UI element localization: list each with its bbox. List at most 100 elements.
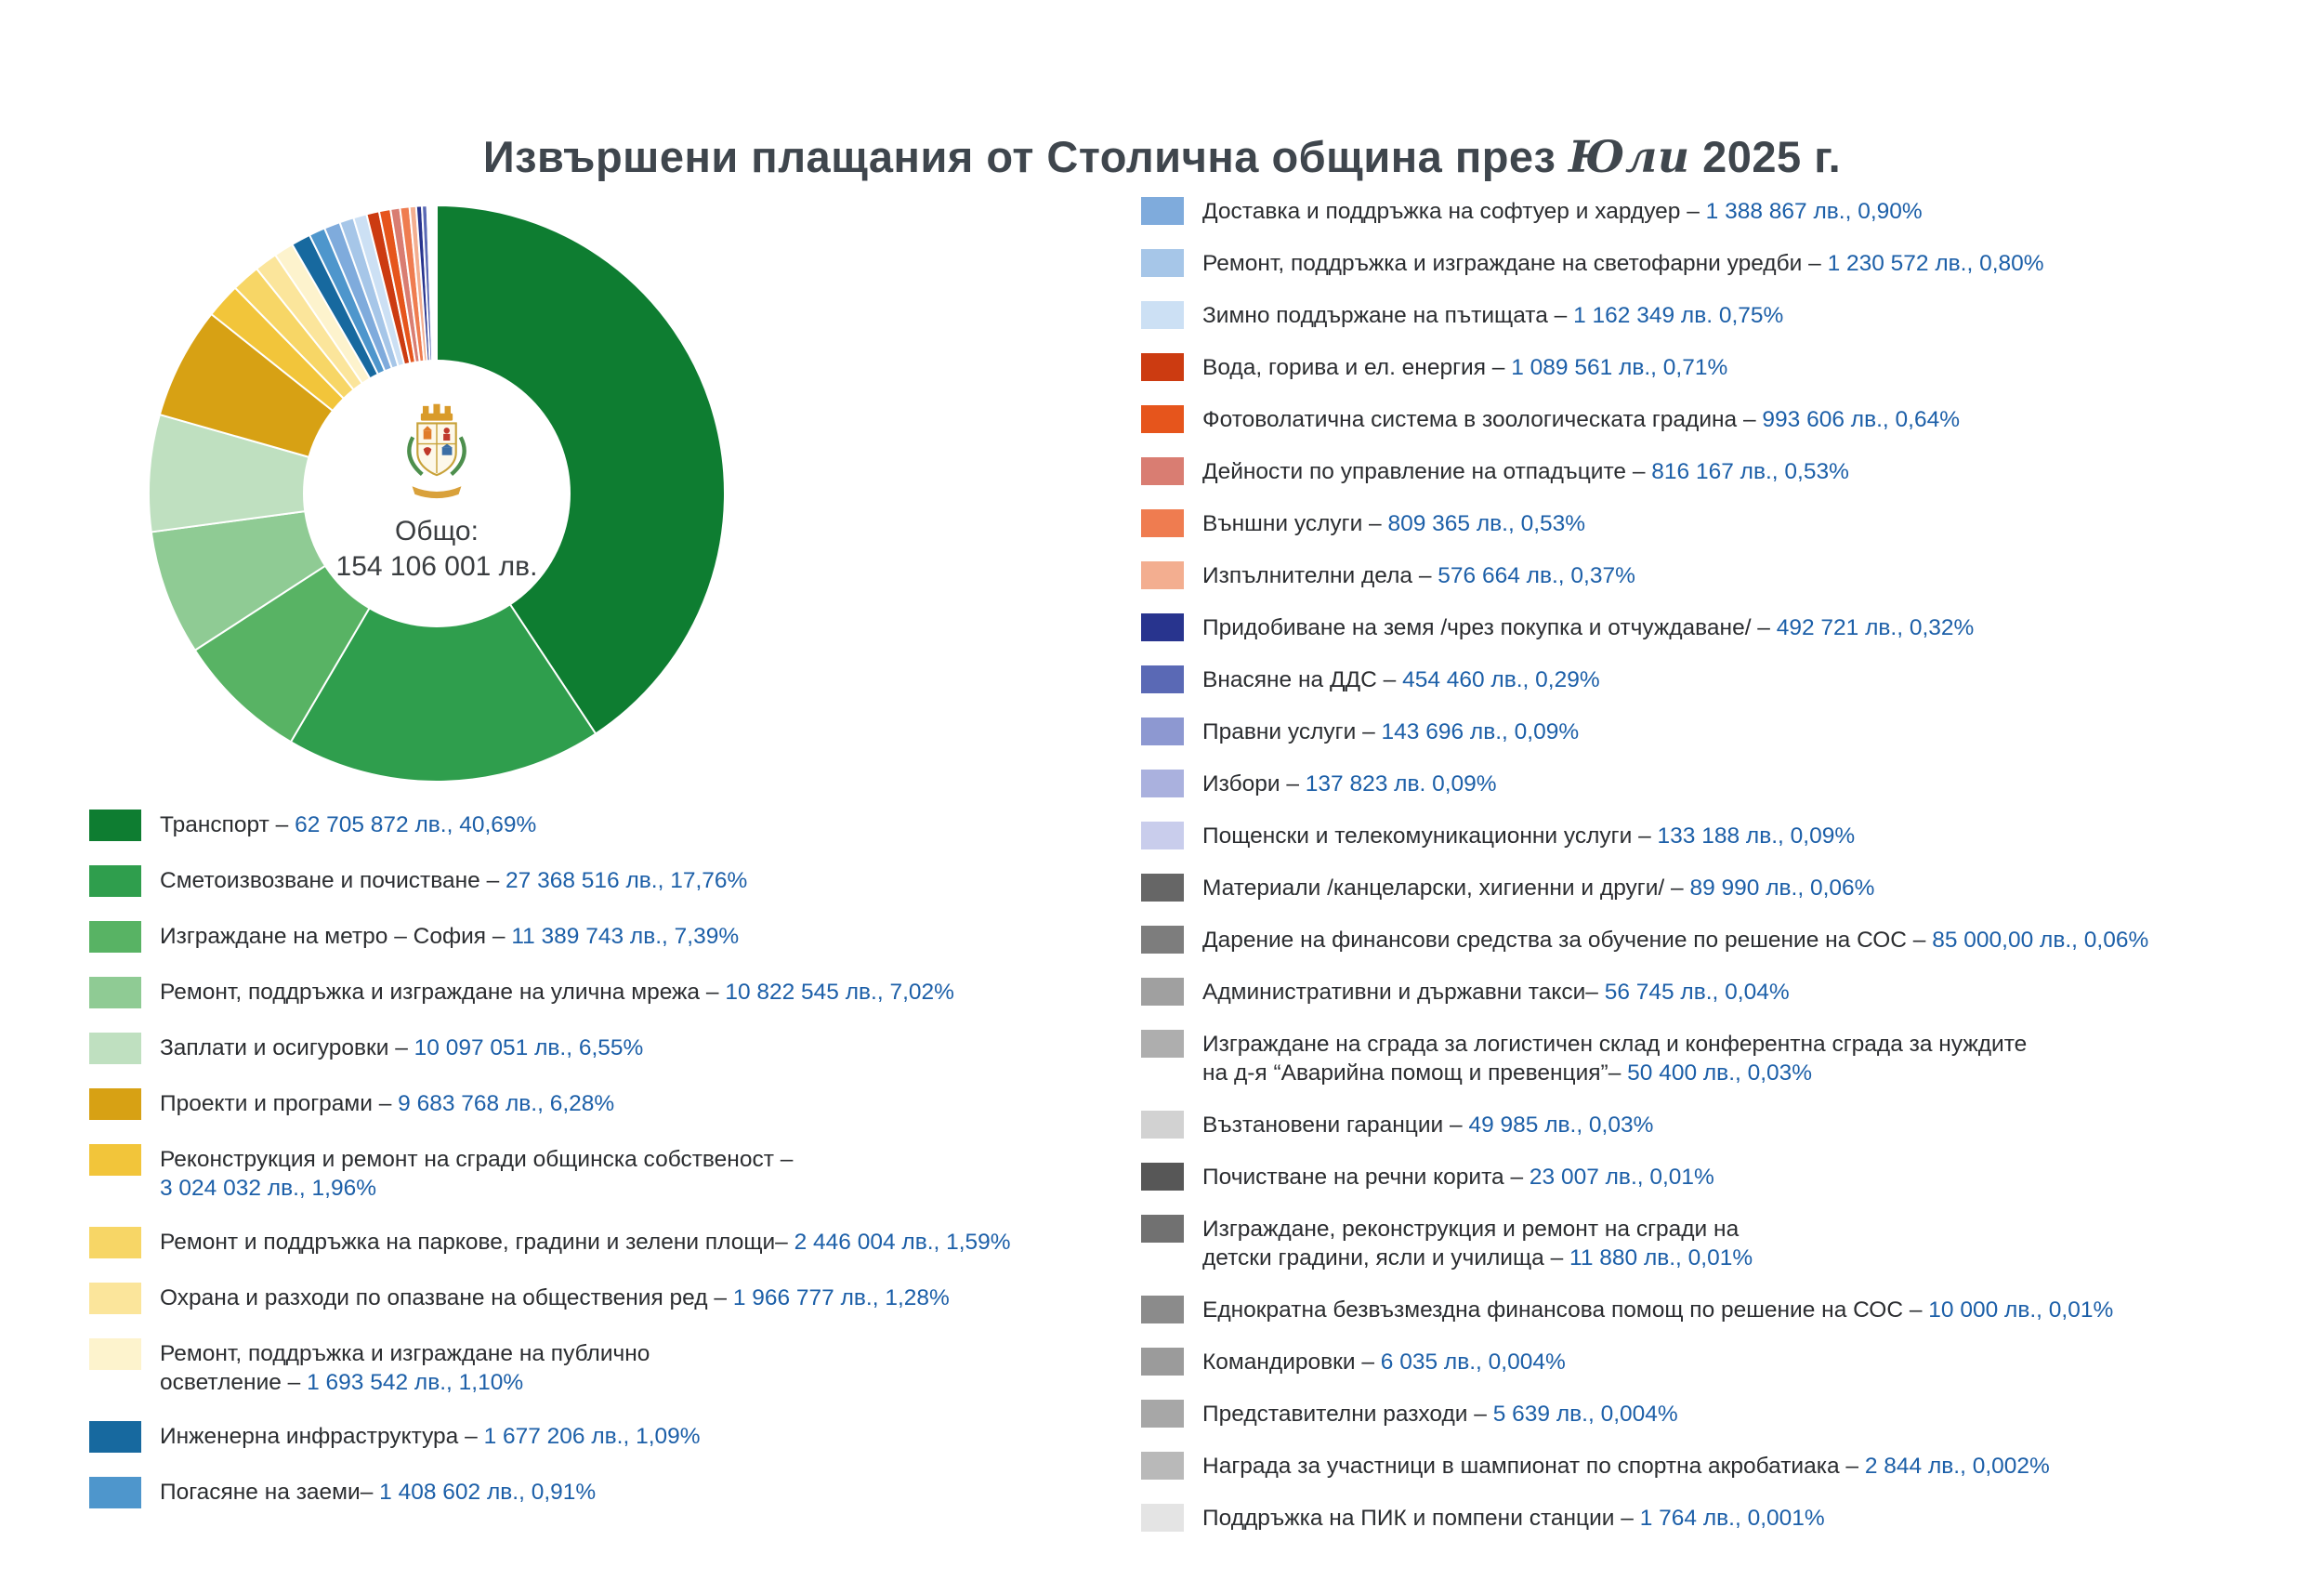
legend-text: Заплати и осигуровки – 10 097 051 лв., 6… bbox=[160, 1034, 643, 1062]
legend-color-swatch bbox=[1141, 1111, 1184, 1139]
legend-color-swatch bbox=[89, 1033, 141, 1064]
legend-value: 809 365 лв., 0,53% bbox=[1387, 511, 1586, 536]
legend-label: Правни услуги – bbox=[1202, 719, 1382, 744]
legend-label: Изграждане на метро – София – bbox=[160, 924, 512, 949]
legend-value: 11 389 743 лв., 7,39% bbox=[511, 924, 740, 949]
legend-item: Изграждане на метро – София – 11 389 743… bbox=[89, 921, 1093, 953]
legend-color-swatch bbox=[1141, 822, 1184, 849]
legend-label: Охрана и разходи по опазване на обществе… bbox=[160, 1285, 733, 1310]
legend-item: Транспорт – 62 705 872 лв., 40,69% bbox=[89, 810, 1093, 841]
legend-text: Пощенски и телекомуникационни услуги – 1… bbox=[1202, 822, 1855, 850]
legend-item: Доставка и поддръжка на софтуер и хардуе… bbox=[1141, 197, 2256, 226]
legend-color-swatch bbox=[1141, 926, 1184, 954]
legend-label: Внасяне на ДДС – bbox=[1202, 667, 1403, 692]
legend-item: Ремонт, поддръжка и изграждане на улична… bbox=[89, 977, 1093, 1008]
legend-label: Ремонт, поддръжка и изграждане на светоф… bbox=[1202, 251, 1828, 276]
legend-value: 143 696 лв., 0,09% bbox=[1381, 719, 1580, 744]
donut-center: Общо: 154 106 001 лв. bbox=[283, 402, 590, 585]
legend-item: Пощенски и телекомуникационни услуги – 1… bbox=[1141, 822, 2256, 850]
legend-value: 2 844 лв., 0,002% bbox=[1864, 1454, 2050, 1479]
legend-label: Ремонт, поддръжка и изграждане на улична… bbox=[160, 980, 726, 1005]
legend-item: Изпълнителни дела – 576 664 лв., 0,37% bbox=[1141, 561, 2256, 590]
legend-item: Поддръжка на ПИК и помпени станции – 1 7… bbox=[1141, 1504, 2256, 1533]
donut-slice bbox=[289, 493, 597, 783]
legend-item: Вода, горива и ел. енергия – 1 089 561 л… bbox=[1141, 353, 2256, 382]
legend-label: Командировки – bbox=[1202, 1350, 1381, 1375]
legend-color-swatch bbox=[1141, 249, 1184, 277]
chart-total-label: Общо: bbox=[395, 516, 479, 546]
legend-item: Дейности по управление на отпадъците – 8… bbox=[1141, 457, 2256, 486]
legend-value: 816 167 лв., 0,53% bbox=[1651, 459, 1849, 484]
legend-value: 993 606 лв., 0,64% bbox=[1762, 407, 1960, 432]
legend-value: 576 664 лв., 0,37% bbox=[1438, 563, 1635, 588]
donut-chart: Общо: 154 106 001 лв. bbox=[139, 196, 734, 791]
legend-color-swatch bbox=[89, 1338, 141, 1370]
legend-text: Дарение на финансови средства за обучени… bbox=[1202, 926, 2148, 955]
page-title-month: Юли bbox=[1568, 132, 1690, 184]
legend-text: Награда за участници в шампионат по спор… bbox=[1202, 1452, 2050, 1481]
legend-text: Поддръжка на ПИК и помпени станции – 1 7… bbox=[1202, 1504, 1825, 1533]
legend-color-swatch bbox=[1141, 874, 1184, 902]
legend-item: Сметоизвозване и почистване – 27 368 516… bbox=[89, 865, 1093, 897]
legend-label: Изграждане, реконструкция и ремонт на сг… bbox=[1202, 1217, 1740, 1271]
legend-item: Изграждане на сграда за логистичен склад… bbox=[1141, 1030, 2256, 1087]
legend-color-swatch bbox=[1141, 509, 1184, 537]
coat-laurel-right bbox=[450, 436, 466, 477]
legend-color-swatch bbox=[1141, 1504, 1184, 1532]
legend-label: Възтановени гаранции – bbox=[1202, 1113, 1469, 1138]
legend-value: 1 408 602 лв., 0,91% bbox=[379, 1480, 597, 1505]
legend-text: Охрана и разходи по опазване на обществе… bbox=[160, 1284, 950, 1312]
legend-value: 85 000,00 лв., 0,06% bbox=[1932, 928, 2149, 953]
legend-item: Внасяне на ДДС – 454 460 лв., 0,29% bbox=[1141, 665, 2256, 694]
legend-text: Сметоизвозване и почистване – 27 368 516… bbox=[160, 866, 747, 895]
legend-text: Дейности по управление на отпадъците – 8… bbox=[1202, 457, 1849, 486]
legend-color-swatch bbox=[89, 1144, 141, 1176]
legend-color-swatch bbox=[1141, 770, 1184, 797]
legend-right: Доставка и поддръжка на софтуер и хардуе… bbox=[1141, 197, 2256, 1533]
legend-label: Реконструкция и ремонт на сгради общинск… bbox=[160, 1147, 794, 1172]
legend-value: 137 823 лв. 0,09% bbox=[1305, 771, 1497, 797]
legend-text: Избори – 137 823 лв. 0,09% bbox=[1202, 770, 1497, 798]
legend-label: Избори – bbox=[1202, 771, 1306, 797]
legend-color-swatch bbox=[89, 1421, 141, 1453]
legend-text: Ремонт и поддръжка на паркове, градини и… bbox=[160, 1228, 1011, 1257]
legend-color-swatch bbox=[1141, 1215, 1184, 1243]
legend-label: Придобиване на земя /чрез покупка и отчу… bbox=[1202, 615, 1777, 640]
legend-color-swatch bbox=[1141, 457, 1184, 485]
legend-item: Погасяне на заеми– 1 408 602 лв., 0,91% bbox=[89, 1477, 1093, 1508]
legend-value: 2 446 004 лв., 1,59% bbox=[794, 1230, 1011, 1255]
legend-label: Материали /канцеларски, хигиенни и други… bbox=[1202, 876, 1690, 901]
legend-color-swatch bbox=[1141, 1400, 1184, 1428]
legend-color-swatch bbox=[1141, 353, 1184, 381]
legend-color-swatch bbox=[1141, 718, 1184, 745]
legend-label: Дейности по управление на отпадъците – bbox=[1202, 459, 1652, 484]
legend-item: Представителни разходи – 5 639 лв., 0,00… bbox=[1141, 1400, 2256, 1429]
legend-value: 9 683 768 лв., 6,28% bbox=[398, 1091, 615, 1116]
legend-value: 10 097 051 лв., 6,55% bbox=[414, 1035, 644, 1060]
legend-color-swatch bbox=[1141, 665, 1184, 693]
legend-color-swatch bbox=[89, 921, 141, 953]
legend-label: Изпълнителни дела – bbox=[1202, 563, 1438, 588]
legend-item: Проекти и програми – 9 683 768 лв., 6,28… bbox=[89, 1088, 1093, 1120]
coat-quarter-lines bbox=[418, 424, 455, 473]
legend-label: Погасяне на заеми– bbox=[160, 1480, 380, 1505]
legend-text: Изграждане на метро – София – 11 389 743… bbox=[160, 922, 739, 951]
legend-text: Командировки – 6 035 лв., 0,004% bbox=[1202, 1348, 1566, 1376]
legend-item: Ремонт и поддръжка на паркове, градини и… bbox=[89, 1227, 1093, 1258]
legend-item: Материали /канцеларски, хигиенни и други… bbox=[1141, 874, 2256, 902]
coat-ribbon bbox=[412, 486, 462, 499]
legend-text: Почистване на речни корита – 23 007 лв.,… bbox=[1202, 1163, 1714, 1192]
legend-label: Ремонт, поддръжка и изграждане на публич… bbox=[160, 1341, 650, 1395]
legend-item: Ремонт, поддръжка и изграждане на светоф… bbox=[1141, 249, 2256, 278]
legend-text: Реконструкция и ремонт на сгради общинск… bbox=[160, 1145, 793, 1203]
legend-item: Административни и държавни такси– 56 745… bbox=[1141, 978, 2256, 1007]
legend-color-swatch bbox=[89, 977, 141, 1008]
legend-value: 492 721 лв., 0,32% bbox=[1776, 615, 1975, 640]
legend-value: 1 966 777 лв., 1,28% bbox=[732, 1285, 950, 1310]
coat-quarter-motifs bbox=[423, 426, 453, 456]
legend-item: Еднократна безвъзмездна финансова помощ … bbox=[1141, 1296, 2256, 1324]
legend-color-swatch bbox=[1141, 1030, 1184, 1058]
legend-value: 11 880 лв., 0,01% bbox=[1569, 1245, 1753, 1271]
legend-label: Пощенски и телекомуникационни услуги – bbox=[1202, 823, 1658, 849]
legend-label: Зимно поддържане на пътищата – bbox=[1202, 303, 1574, 328]
